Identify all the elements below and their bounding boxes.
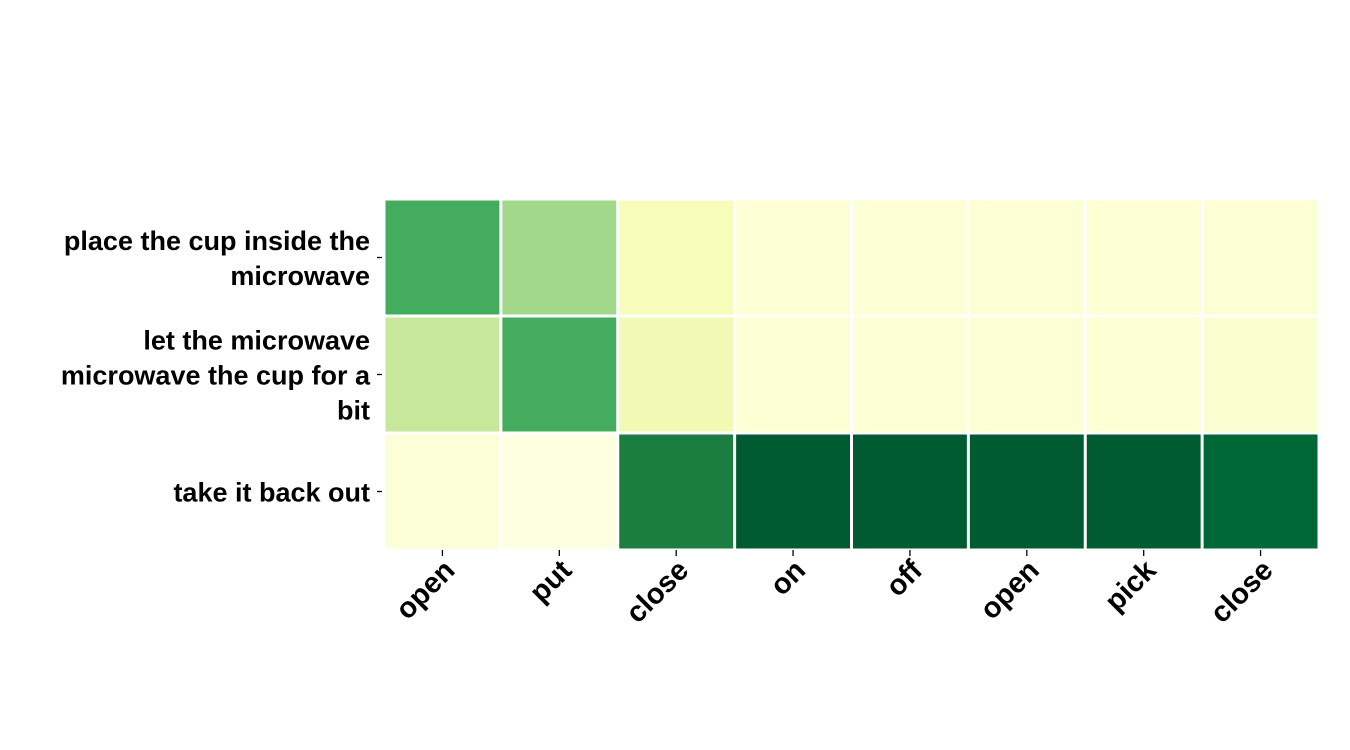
x-tick-label: close xyxy=(1204,554,1279,629)
x-axis-ticks: open put close on off open pick close xyxy=(390,550,1280,629)
heatmap-cell xyxy=(736,317,850,432)
heatmap-cell xyxy=(969,200,1084,315)
heatmap-cell xyxy=(502,434,617,549)
heatmap-cells xyxy=(385,200,1318,549)
y-tick-label: take it back out xyxy=(173,478,370,508)
heatmap-cell xyxy=(969,317,1084,432)
heatmap-cell xyxy=(969,434,1084,549)
heatmap-cell xyxy=(385,434,500,549)
heatmap-cell xyxy=(853,317,967,432)
y-tick-label: place the cup inside the microwave xyxy=(64,226,370,291)
heatmap-cell xyxy=(619,434,734,549)
y-axis-ticks: place the cup inside the microwave let the… xyxy=(61,226,382,508)
heatmap-cell xyxy=(385,200,500,315)
heatmap-cell xyxy=(1203,317,1318,432)
heatmap-cell xyxy=(502,317,617,432)
x-tick-label: off xyxy=(880,554,929,603)
heatmap-cell xyxy=(853,434,967,549)
heatmap-cell xyxy=(1086,200,1201,315)
x-tick-label: pick xyxy=(1099,554,1163,618)
heatmap-cell xyxy=(502,200,617,315)
heatmap-cell xyxy=(619,317,734,432)
heatmap-cell xyxy=(1203,200,1318,315)
x-tick-label: on xyxy=(764,554,812,602)
x-tick-label: open xyxy=(390,554,462,626)
y-tick-label: let the microwave microwave the cup for a… xyxy=(61,326,371,426)
heatmap-cell xyxy=(1086,434,1201,549)
x-tick-label: close xyxy=(620,554,695,629)
heatmap-cell xyxy=(619,200,734,315)
heatmap-cell xyxy=(385,317,500,432)
heatmap-cell xyxy=(736,200,850,315)
heatmap-cell xyxy=(1086,317,1201,432)
x-tick-label: put xyxy=(524,554,579,609)
heatmap-cell xyxy=(853,200,967,315)
x-tick-label: open xyxy=(974,554,1046,626)
heatmap-cell xyxy=(736,434,850,549)
heatmap-cell xyxy=(1203,434,1318,549)
